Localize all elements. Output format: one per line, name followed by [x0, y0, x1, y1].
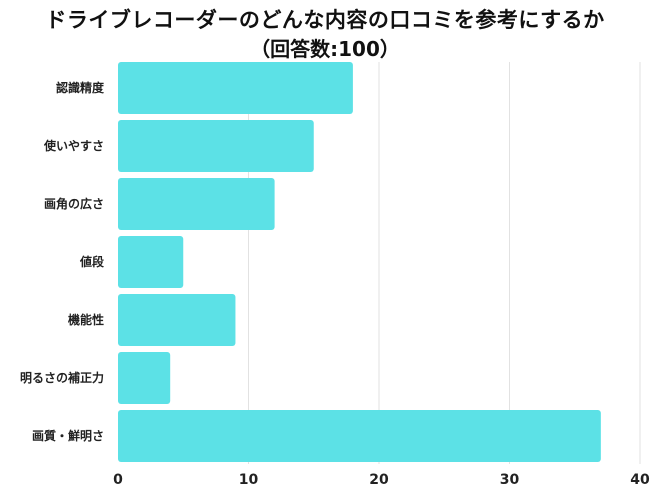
bar-明るさの補正力	[118, 352, 171, 404]
bar-機能性	[118, 294, 236, 346]
x-tick-label: 40	[630, 472, 650, 488]
chart-subtitle: （回答数:100）	[250, 37, 400, 61]
category-label: 使いやすさ	[43, 138, 104, 153]
bar-値段	[118, 236, 184, 288]
x-tick-label: 0	[113, 472, 123, 488]
category-label: 機能性	[68, 312, 104, 327]
category-label: 認識精度	[56, 80, 105, 95]
category-label: 値段	[79, 254, 105, 269]
x-tick-label: 20	[369, 472, 389, 488]
x-tick-label: 30	[500, 472, 520, 488]
bar-画角の広さ	[118, 178, 275, 230]
x-tick-label: 10	[239, 472, 259, 488]
category-label: 画質・鮮明さ	[32, 428, 104, 443]
bar-画質・鮮明さ	[118, 410, 601, 462]
category-label: 明るさの補正力	[20, 370, 104, 385]
category-label: 画角の広さ	[44, 196, 104, 211]
bar-認識精度	[118, 62, 353, 114]
chart-title: ドライブレコーダーのどんな内容の口コミを参考にするか	[45, 8, 605, 32]
bar-使いやすさ	[118, 120, 314, 172]
